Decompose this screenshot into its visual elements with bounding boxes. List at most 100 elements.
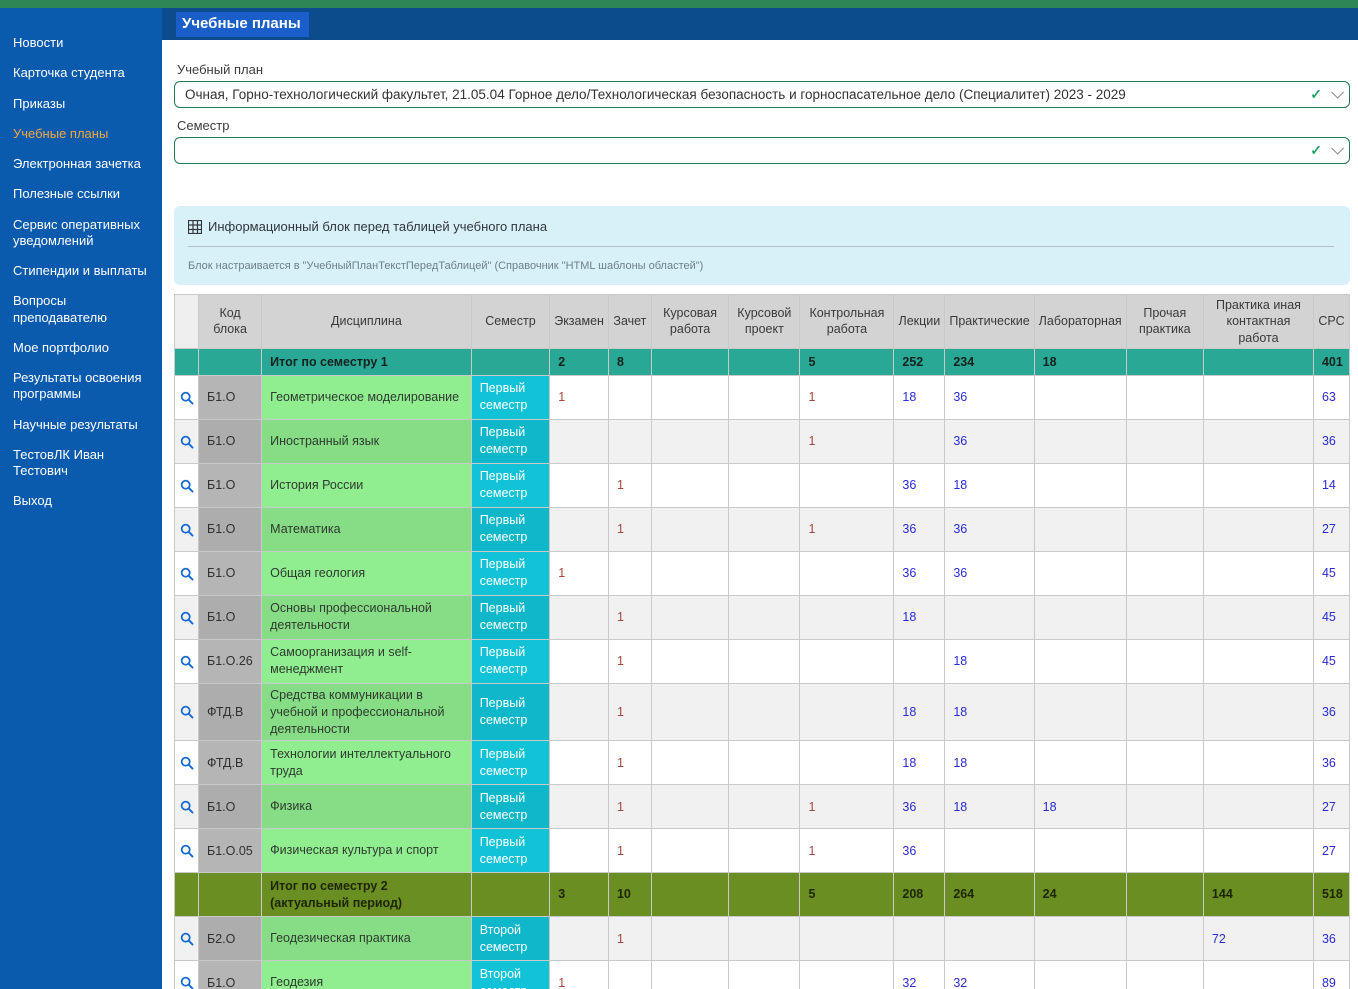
sidebar-item-9[interactable]: Мое портфолио — [13, 339, 109, 355]
value-cell-pi — [1202, 784, 1314, 830]
value-cell-kp — [728, 594, 801, 640]
magnifier-icon[interactable] — [180, 523, 194, 537]
semester-cell: Первый семестр — [470, 506, 551, 552]
value-cell-pr: 18 — [944, 462, 1035, 508]
column-header-12: Прочая практика — [1125, 294, 1204, 349]
sidebar-item-2[interactable]: Приказы — [13, 95, 66, 111]
magnifier-icon[interactable] — [180, 705, 194, 719]
table-row: Б1.О История России Первый семестр 1 36 18 14 — [173, 462, 1351, 508]
summary-cell-pi: 144 — [1202, 872, 1314, 918]
value-cell-pp — [1125, 682, 1204, 742]
row-detail-cell — [173, 462, 200, 508]
row-detail-cell — [173, 594, 200, 640]
row-detail-cell — [173, 638, 200, 684]
value-cell-ex — [549, 784, 609, 830]
sidebar-item-0[interactable]: Новости — [13, 35, 64, 50]
table-row: Б1.О Общая геология Первый семестр 1 36 36 45 — [173, 550, 1351, 596]
block-code-cell: Б1.О.05 — [198, 828, 263, 874]
semester-cell: Первый семестр — [470, 462, 551, 508]
value-cell-srs: 36 — [1312, 418, 1351, 464]
semester-cell: Первый семестр — [470, 784, 551, 830]
row-detail-cell — [173, 418, 200, 464]
magnifier-icon[interactable] — [180, 800, 194, 814]
magnifier-icon[interactable] — [180, 567, 194, 581]
sidebar-item-13[interactable]: Выход — [13, 493, 52, 509]
block-code-cell: ФТД.В — [198, 682, 263, 742]
value-cell-ko — [799, 550, 895, 596]
magnifier-icon[interactable] — [180, 655, 194, 669]
value-cell-pr: 18 — [944, 740, 1035, 786]
value-cell-le: 36 — [893, 550, 946, 596]
column-header-4: Экзамен — [549, 294, 609, 349]
summary-cell-pp — [1125, 872, 1204, 918]
semester-select[interactable]: ✓ — [174, 137, 1350, 164]
sidebar-item-3[interactable]: Учебные планы — [13, 125, 109, 141]
value-cell-pi: 72 — [1202, 916, 1314, 962]
sidebar-item-12[interactable]: ТестовЛК Иван Тестович — [13, 446, 105, 478]
value-cell-srs: 89 — [1312, 960, 1351, 989]
discipline-cell: Математика — [261, 506, 472, 552]
value-cell-le: 18 — [893, 594, 946, 640]
discipline-cell: Общая геология — [261, 550, 472, 596]
row-detail-cell — [173, 784, 200, 830]
table-grid-icon — [188, 219, 202, 234]
summary-cell-ex: 3 — [549, 872, 609, 918]
sidebar-item-7[interactable]: Стипендии и выплаты — [13, 263, 147, 278]
value-cell-kp — [728, 828, 801, 874]
sidebar-item-11[interactable]: Научные результаты — [13, 416, 138, 432]
value-cell-ko — [799, 638, 895, 684]
magnifier-icon[interactable] — [180, 932, 194, 946]
magnifier-icon[interactable] — [180, 756, 194, 770]
value-cell-le: 36 — [893, 506, 946, 552]
magnifier-icon[interactable] — [180, 844, 194, 858]
plan-select[interactable]: Очная, Горно-технологический факультет, … — [174, 81, 1350, 108]
value-cell-za: 1 — [607, 784, 652, 830]
value-cell-kr — [650, 784, 730, 830]
info-block-title: Информационный блок перед таблицей учебн… — [208, 219, 548, 234]
chevron-down-icon — [1331, 142, 1344, 155]
magnifier-icon[interactable] — [180, 976, 194, 989]
value-cell-pi — [1202, 960, 1314, 989]
value-cell-kp — [728, 682, 801, 742]
value-cell-ko — [799, 960, 895, 989]
value-cell-pr: 36 — [944, 506, 1035, 552]
row-detail-cell — [173, 740, 200, 786]
summary-cell-kp — [728, 347, 801, 376]
magnifier-icon[interactable] — [180, 611, 194, 625]
value-cell-ex — [549, 682, 609, 742]
value-cell-srs: 27 — [1312, 506, 1351, 552]
sidebar-item-5[interactable]: Полезные ссылки — [13, 186, 121, 202]
summary-cell-disc: Итог по семестру 1 — [261, 347, 472, 376]
value-cell-srs: 45 — [1312, 550, 1351, 596]
block-code-cell: Б1.О — [198, 594, 263, 640]
value-cell-la — [1033, 462, 1127, 508]
sidebar-item-10[interactable]: Результаты освоения программы — [13, 370, 142, 402]
sidebar-item-6[interactable]: Сервис оперативных уведомлений — [13, 216, 140, 248]
value-cell-le: 36 — [893, 784, 946, 830]
value-cell-za — [607, 418, 652, 464]
column-header-10: Практические — [944, 294, 1035, 349]
sidebar: Новости Карточка студента Приказы Учебные п… — [0, 8, 162, 989]
semester-cell: Первый семестр — [470, 418, 551, 464]
value-cell-ko: 1 — [799, 418, 895, 464]
value-cell-pp — [1125, 960, 1204, 989]
magnifier-icon[interactable] — [180, 479, 194, 493]
value-cell-pr — [944, 828, 1035, 874]
summary-cell-icon — [173, 347, 200, 376]
row-detail-cell — [173, 828, 200, 874]
magnifier-icon[interactable] — [180, 435, 194, 449]
magnifier-icon[interactable] — [180, 391, 194, 405]
value-cell-kp — [728, 638, 801, 684]
value-cell-kp — [728, 960, 801, 989]
sidebar-item-4[interactable]: Электронная зачетка — [13, 156, 141, 171]
sidebar-item-1[interactable]: Карточка студента — [13, 65, 125, 81]
value-cell-srs: 27 — [1312, 828, 1351, 874]
block-code-cell: Б1.О.26 — [198, 638, 263, 684]
sidebar-item-8[interactable]: Вопросы преподавателю — [13, 293, 107, 325]
value-cell-pr: 18 — [944, 682, 1035, 742]
value-cell-ko: 1 — [799, 784, 895, 830]
value-cell-za: 1 — [607, 916, 652, 962]
summary-cell-sem — [470, 347, 551, 376]
value-cell-za: 1 — [607, 506, 652, 552]
summary-cell-ex: 2 — [549, 347, 609, 376]
